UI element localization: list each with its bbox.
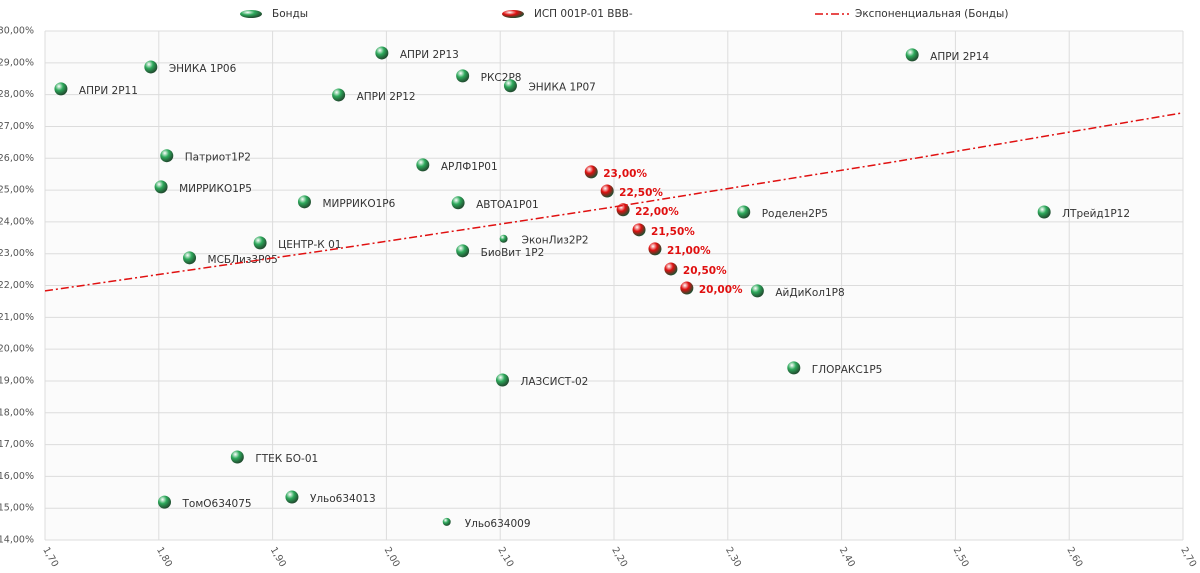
point-label: 20,50%	[683, 265, 727, 277]
point-label: 22,50%	[619, 187, 663, 199]
x-tick-label: 1,90	[268, 545, 288, 569]
point-label: Патриот1Р2	[185, 152, 251, 164]
point	[297, 195, 311, 209]
point-label: Ульо634009	[465, 518, 531, 530]
point-label: ЛТрейд1Р12	[1062, 208, 1130, 220]
point-label: МИРРИКО1Р5	[179, 183, 252, 195]
point-label: ЛАЗСИСТ-02	[520, 376, 588, 388]
legend-marker	[240, 10, 262, 18]
point	[451, 196, 465, 210]
point	[442, 517, 451, 526]
point-label: 21,50%	[651, 226, 695, 238]
point	[456, 69, 470, 83]
legend-marker	[502, 10, 524, 18]
point-label: ЭконЛиз2Р2	[522, 235, 589, 247]
x-tick-label: 2,60	[1064, 545, 1084, 569]
point	[787, 361, 801, 375]
point-label: ГТЕК БО-01	[255, 453, 318, 465]
point-label: МИРРИКО1Р6	[322, 198, 395, 210]
point-label: 23,00%	[603, 168, 647, 180]
point	[664, 262, 678, 276]
point-label: БиоВит 1Р2	[481, 247, 545, 259]
point	[183, 251, 197, 265]
y-tick-label: 27,00%	[0, 121, 34, 132]
point	[503, 79, 517, 93]
x-tick-label: 2,40	[837, 545, 857, 569]
point-label: МСБЛиз3Р05	[208, 254, 278, 266]
point-label: ЦЕНТР-К 01	[278, 239, 341, 251]
point	[499, 234, 508, 243]
point-label: ГЛОРАКС1Р5	[812, 364, 883, 376]
x-tick-label: 2,10	[495, 545, 515, 569]
x-tick-label: 2,00	[382, 545, 402, 569]
y-tick-label: 28,00%	[0, 89, 34, 100]
point	[157, 495, 171, 509]
y-tick-label: 20,00%	[0, 344, 34, 355]
y-tick-label: 14,00%	[0, 535, 34, 546]
point	[737, 205, 751, 219]
point	[456, 244, 470, 258]
point-label: АРЛФ1Р01	[441, 161, 498, 173]
point-label: АПРИ 2Р11	[79, 85, 138, 97]
point-label: ТомО634075	[181, 498, 251, 510]
point-label: АВТОА1Р01	[476, 199, 539, 211]
point	[144, 60, 158, 74]
point-label: ЭНИКА 1Р06	[169, 63, 237, 75]
point	[495, 373, 509, 387]
point	[750, 284, 764, 298]
y-tick-label: 21,00%	[0, 312, 34, 323]
y-tick-label: 26,00%	[0, 153, 34, 164]
legend-label: ИСП 001Р-01 BBB-	[534, 8, 633, 20]
point	[905, 48, 919, 62]
point	[375, 46, 389, 60]
y-tick-label: 17,00%	[0, 439, 34, 450]
x-tick-label: 2,30	[723, 545, 743, 569]
y-tick-label: 15,00%	[0, 503, 34, 514]
point-label: 22,00%	[635, 206, 679, 218]
point-label: ЭНИКА 1Р07	[528, 82, 595, 94]
y-tick-label: 16,00%	[0, 471, 34, 482]
point	[632, 223, 646, 237]
point	[416, 158, 430, 172]
legend-label: Бонды	[272, 8, 308, 20]
point	[648, 242, 662, 256]
point-label: Ульо634013	[310, 493, 376, 505]
point	[154, 180, 168, 194]
point	[160, 149, 174, 163]
point-label: Роделен2Р5	[762, 208, 828, 220]
x-tick-label: 2,20	[609, 545, 629, 569]
point	[285, 490, 299, 504]
point-label: АПРИ 2Р12	[357, 91, 416, 103]
y-tick-label: 30,00%	[0, 26, 34, 37]
point	[1037, 205, 1051, 219]
point-label: АПРИ 2Р13	[400, 49, 459, 61]
point-label: 20,00%	[699, 284, 743, 296]
y-tick-label: 23,00%	[0, 248, 34, 259]
legend-label: Экспоненциальная (Бонды)	[855, 8, 1008, 20]
y-tick-label: 25,00%	[0, 185, 34, 196]
point	[230, 450, 244, 464]
point	[54, 82, 68, 96]
y-tick-label: 29,00%	[0, 57, 34, 68]
point	[584, 165, 598, 179]
y-tick-label: 24,00%	[0, 216, 34, 227]
point	[332, 88, 346, 102]
x-tick-label: 2,50	[951, 545, 971, 569]
x-tick-label: 1,70	[40, 545, 60, 569]
point-label: 21,00%	[667, 245, 711, 257]
point	[253, 236, 267, 250]
point	[600, 184, 614, 198]
y-tick-label: 22,00%	[0, 280, 34, 291]
y-tick-label: 19,00%	[0, 375, 34, 386]
y-tick-label: 18,00%	[0, 407, 34, 418]
point-label: АйДиКол1Р8	[775, 287, 844, 299]
point	[680, 281, 694, 295]
x-tick-label: 2,70	[1178, 545, 1198, 569]
point-label: АПРИ 2Р14	[930, 51, 989, 63]
x-tick-label: 1,80	[154, 545, 174, 569]
